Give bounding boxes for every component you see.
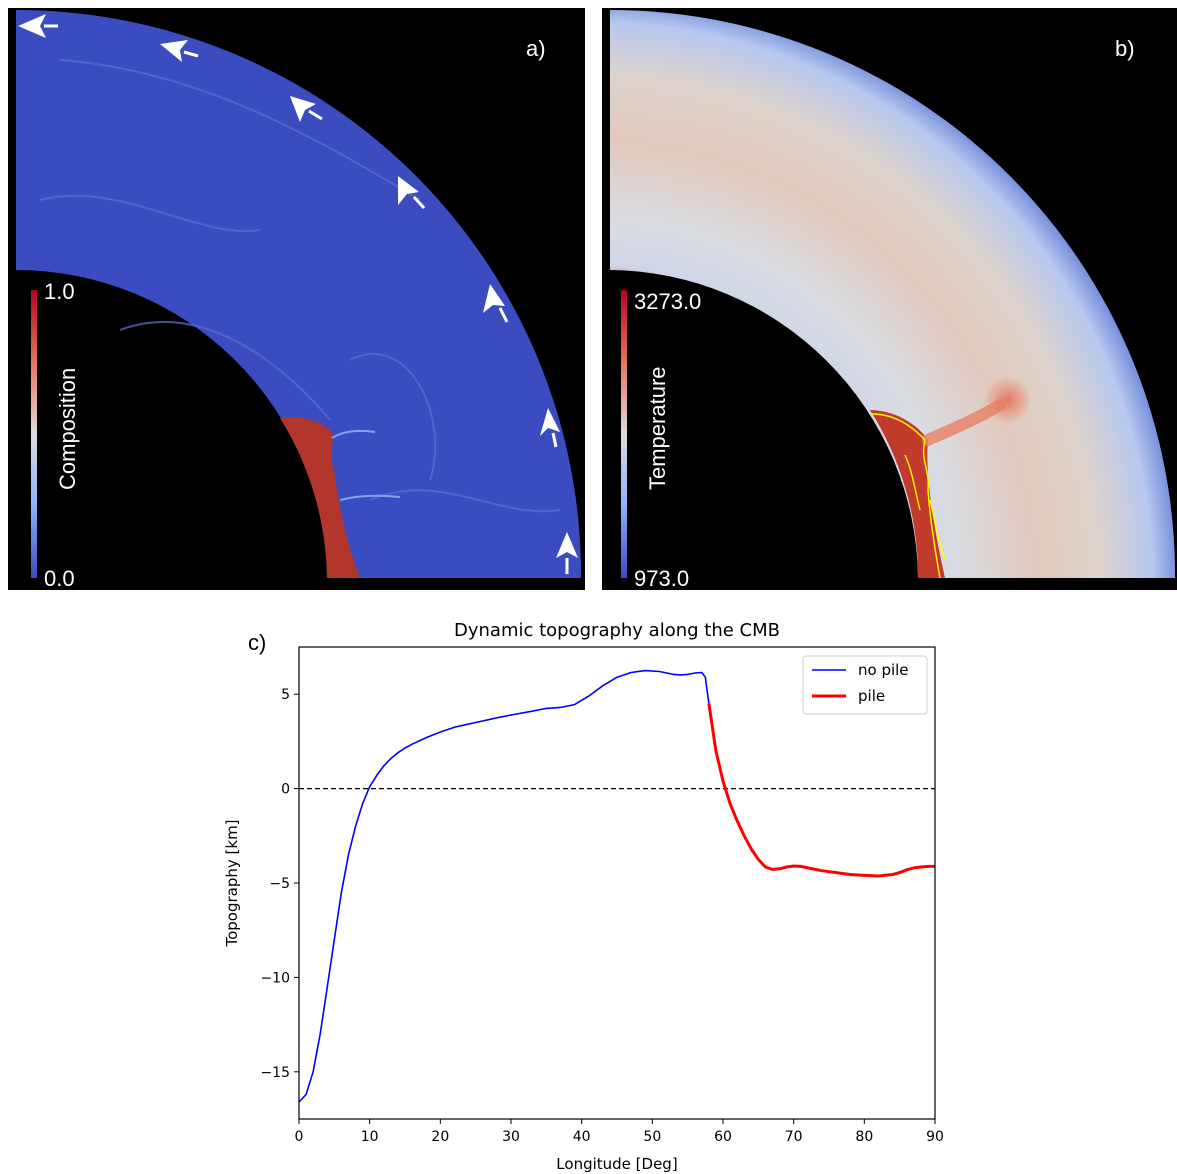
series-line-pile <box>707 703 935 878</box>
velocity-arrow-icon <box>18 14 58 38</box>
y-axis-label: Topography [km] <box>223 819 241 947</box>
panel-b-colorbar-label: Temperature <box>645 366 670 490</box>
plot-area: 0 10 20 30 40 50 60 70 80 90 50−5−10−15 <box>260 646 944 1145</box>
x-axis-ticks: 0 10 20 30 40 50 60 70 80 90 <box>295 1119 944 1145</box>
panel-a-colorbar-min: 0.0 <box>44 566 75 591</box>
x-tick-label: 50 <box>643 1129 661 1145</box>
y-axis-ticks: 5 0 −5 −10 −15 <box>260 687 299 1081</box>
panel-c-label: c) <box>248 630 266 655</box>
velocity-arrow-icon <box>540 408 560 448</box>
x-tick-label: 60 <box>714 1129 732 1145</box>
panel-a-composition: a) 1.0 0.0 Composition <box>8 8 585 591</box>
x-tick-label: 0 <box>295 1129 304 1145</box>
y-tick-label: −15 <box>260 1065 290 1081</box>
series-layer <box>299 669 935 1103</box>
velocity-arrow-icon <box>556 532 578 574</box>
panel-a-colorbar: 1.0 0.0 Composition <box>31 279 80 591</box>
y-tick-label: −10 <box>260 970 290 986</box>
x-tick-label: 30 <box>502 1129 520 1145</box>
panel-b-label: b) <box>1115 36 1135 61</box>
y-tick-label: 5 <box>281 687 290 703</box>
panel-a-mantle-shell <box>16 10 582 578</box>
velocity-arrow-icon <box>483 284 509 323</box>
panel-a-colorbar-label: Composition <box>55 368 80 490</box>
panel-b-pile-outline <box>871 413 946 579</box>
chart-title: Dynamic topography along the CMB <box>454 620 780 641</box>
panel-b-temperature: b) 3273.0 973.0 Temperature <box>602 8 1177 591</box>
panel-a-velocity-arrows <box>18 14 578 574</box>
x-tick-label: 40 <box>573 1129 591 1145</box>
x-tick-label: 70 <box>785 1129 803 1145</box>
x-tick-label: 90 <box>926 1129 944 1145</box>
panel-a-pile <box>280 417 360 578</box>
panel-a-colorbar-max: 1.0 <box>44 279 75 304</box>
legend: no pile pile <box>802 655 928 715</box>
panel-b-hot-pile <box>870 410 945 578</box>
x-tick-label: 20 <box>431 1129 449 1145</box>
legend-label-no-pile: no pile <box>858 661 909 679</box>
velocity-arrow-icon <box>160 40 199 62</box>
panel-a-colorbar-gradient <box>31 290 37 578</box>
y-tick-label: 0 <box>281 782 290 798</box>
panel-c-chart: c) Dynamic topography along the CMB 0 10 2… <box>223 620 944 1173</box>
panel-b-colorbar: 3273.0 973.0 Temperature <box>621 289 701 591</box>
legend-label-pile: pile <box>858 687 885 705</box>
panel-b-colorbar-gradient <box>621 290 627 578</box>
panel-b-colorbar-max: 3273.0 <box>634 289 701 314</box>
panel-a-pile-tendril <box>331 429 401 501</box>
x-axis-label: Longitude [Deg] <box>556 1155 677 1173</box>
panel-b-colorbar-min: 973.0 <box>634 566 689 591</box>
velocity-arrow-icon <box>290 96 323 122</box>
y-tick-label: −5 <box>269 876 290 892</box>
x-tick-label: 10 <box>361 1129 379 1145</box>
panel-a-mantle-streaks <box>39 59 561 513</box>
panel-b-mantle-shell <box>610 10 1176 578</box>
panel-a-label: a) <box>526 36 546 61</box>
x-tick-label: 80 <box>855 1129 873 1145</box>
velocity-arrow-icon <box>398 176 426 210</box>
panel-b-plume-head <box>984 376 1032 424</box>
series-line-no-pile <box>299 669 710 1103</box>
plot-background <box>299 647 935 1119</box>
